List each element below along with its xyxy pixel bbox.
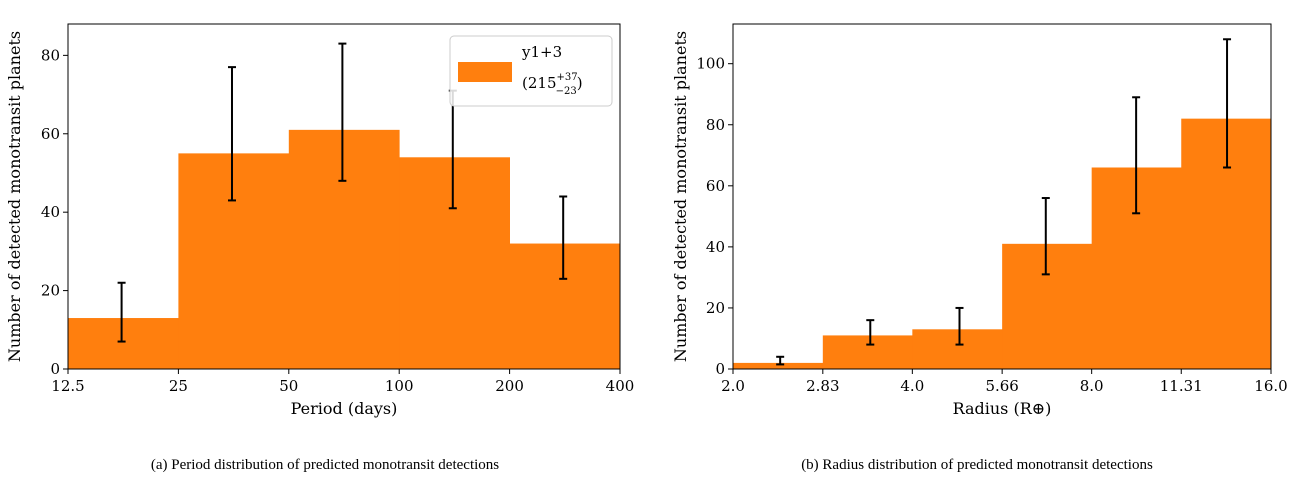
period-histogram-chart: 12.5 25 50 100 200 400 0 20 40 60 80 Period (days) N… xyxy=(5,23,635,418)
period-histogram-panel: 12.5 25 50 100 200 400 0 20 40 60 80 Period (days) N… xyxy=(0,0,650,479)
histogram-bar xyxy=(399,157,510,369)
error-bar xyxy=(559,195,568,280)
x-axis-label: Period (days) xyxy=(291,399,398,418)
error-bar xyxy=(1132,96,1141,215)
x-tick-label: 2.0 xyxy=(721,377,745,395)
x-tick-label: 50 xyxy=(279,377,298,395)
histogram-bar xyxy=(178,153,290,369)
x-tick-label: 200 xyxy=(495,377,524,395)
y-tick-label: 0 xyxy=(715,360,725,378)
histogram-bar xyxy=(1002,243,1093,369)
y-tick-label: 100 xyxy=(696,55,725,73)
error-bar xyxy=(955,306,964,346)
legend-label-name: y1+3 xyxy=(521,43,562,61)
y-tick-label: 80 xyxy=(706,116,725,134)
radius-histogram-chart: 2.0 2.83 4.0 5.66 8.0 11.31 16.0 0 20 40 60 80 100 Ra… xyxy=(671,23,1288,418)
error-bar xyxy=(338,42,347,182)
period-caption: (a) Period distribution of predicted mon… xyxy=(150,457,500,473)
legend-box xyxy=(449,35,613,107)
x-tick-label: 5.66 xyxy=(985,377,1018,395)
x-tick-label: 25 xyxy=(169,377,188,395)
x-tick-label: 16.0 xyxy=(1254,377,1287,395)
error-bar xyxy=(1223,38,1232,169)
x-tick-label: 2.83 xyxy=(806,377,839,395)
histogram-bar xyxy=(288,129,400,369)
x-axis-label: Radius (R⊕) xyxy=(953,399,1052,418)
x-tick-label: 100 xyxy=(385,377,414,395)
x-tick-label: 12.5 xyxy=(51,377,84,395)
legend: y1+3 (215+37 −23) xyxy=(449,35,613,107)
radius-histogram-panel: 2.0 2.83 4.0 5.66 8.0 11.31 16.0 0 20 40 60 80 100 Ra… xyxy=(652,0,1303,479)
y-axis-label: Number of detected monotransit planets xyxy=(5,31,24,362)
y-tick-label: 60 xyxy=(706,177,725,195)
x-tick-label: 400 xyxy=(606,377,635,395)
legend-label-count: (215+37 −23) xyxy=(522,72,583,97)
histogram-bar xyxy=(822,335,913,369)
y-tick-label: 20 xyxy=(41,282,60,300)
y-tick-label: 20 xyxy=(706,299,725,317)
histogram-bar xyxy=(509,243,621,369)
y-tick-label: 60 xyxy=(41,125,60,143)
x-tick-label: 4.0 xyxy=(900,377,924,395)
y-tick-label: 40 xyxy=(41,203,60,221)
legend-swatch xyxy=(458,62,512,82)
y-tick-label: 0 xyxy=(50,360,60,378)
y-tick-label: 80 xyxy=(41,46,60,64)
histogram-bar xyxy=(912,329,1003,369)
y-axis-label: Number of detected monotransit planets xyxy=(671,31,690,362)
x-tick-label: 8.0 xyxy=(1080,377,1104,395)
plot-frame xyxy=(67,23,621,370)
histogram-bar xyxy=(68,318,179,369)
error-bar xyxy=(866,319,875,346)
error-bar xyxy=(776,355,785,366)
histogram-bar xyxy=(733,362,824,369)
error-bar xyxy=(1041,197,1050,276)
error-bar xyxy=(117,281,126,343)
y-tick-label: 40 xyxy=(706,238,725,256)
x-tick-label: 11.31 xyxy=(1160,377,1203,395)
radius-caption: (b) Radius distribution of predicted mon… xyxy=(801,457,1153,473)
error-bar xyxy=(227,66,236,202)
